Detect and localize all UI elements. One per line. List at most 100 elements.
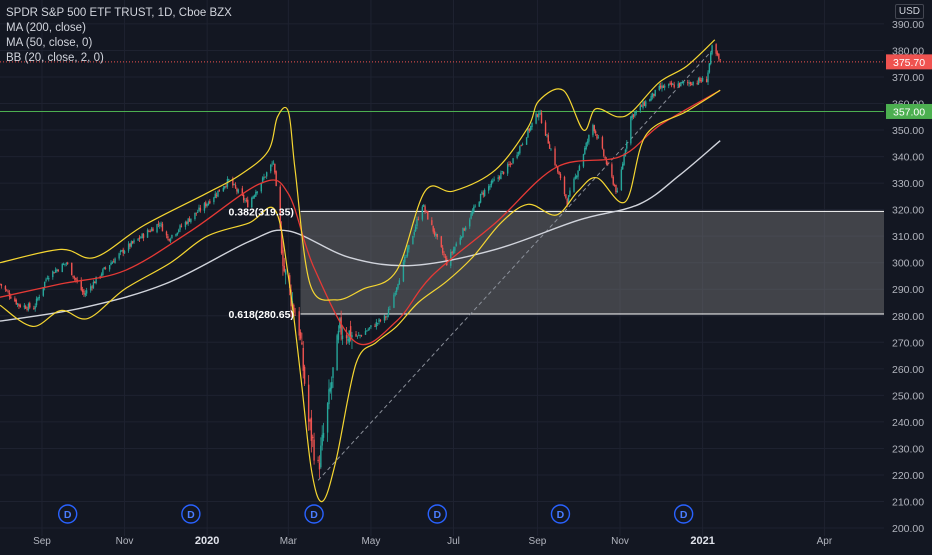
candle-body [394, 293, 396, 295]
candle-body [274, 163, 276, 173]
candle-body [322, 432, 325, 438]
time-tick-label: Apr [817, 536, 833, 547]
price-tick-label: 250.00 [892, 390, 924, 402]
candle-body [129, 243, 131, 247]
dividend-marker[interactable]: D [57, 504, 78, 524]
candle-body [184, 222, 187, 227]
candle-body [329, 387, 332, 392]
candle-body [569, 190, 571, 196]
candle-body [345, 335, 348, 339]
candle-body [670, 82, 673, 86]
candle-body [482, 192, 484, 195]
dividend-marker-label: D [187, 509, 195, 521]
candle-body [622, 163, 624, 170]
price-tick-label: 350.00 [892, 125, 924, 137]
dividend-marker-label: D [557, 509, 565, 521]
price-tick-label: 320.00 [892, 205, 924, 217]
candle-body [224, 186, 226, 188]
dividend-marker[interactable]: D [304, 504, 324, 524]
candle-body [692, 81, 694, 85]
time-tick-label: 2020 [195, 535, 219, 547]
dividend-marker[interactable]: D [427, 504, 447, 524]
candle-body [6, 290, 8, 292]
candle-body [398, 280, 401, 285]
candle-body [554, 148, 556, 166]
candle-body [443, 253, 445, 256]
dividend-marker-circle [181, 504, 201, 524]
candle-body [255, 191, 257, 197]
candle-body [29, 303, 31, 308]
candle-body [431, 220, 433, 226]
candle-body [462, 227, 464, 238]
candle-body [701, 77, 704, 82]
candle-body [517, 152, 520, 154]
candle-body [169, 239, 172, 242]
candle-body [613, 185, 616, 187]
candle-body [509, 163, 512, 165]
candle-body [492, 180, 494, 183]
dividend-marker[interactable]: D [673, 504, 694, 524]
candle-body [662, 86, 665, 88]
candle-body [110, 262, 112, 265]
candle-body [544, 122, 547, 136]
candle-body [436, 233, 438, 237]
candle-body [222, 187, 225, 192]
candle-body [501, 170, 503, 173]
candle-body [85, 290, 88, 294]
candle-body [406, 248, 409, 256]
candle-body [313, 439, 315, 461]
currency-label[interactable]: USD [894, 4, 924, 19]
candle-body [387, 309, 390, 315]
time-tick-label: Nov [116, 536, 134, 547]
candle-body [188, 218, 191, 222]
candle-body [547, 135, 549, 144]
candle-body [142, 234, 145, 239]
candle-body [332, 367, 334, 378]
candle-body [414, 226, 417, 232]
ma50-legend[interactable]: MA (50, close, 0) [6, 37, 93, 49]
candle-body [368, 327, 371, 329]
candle-body [567, 195, 570, 205]
candle-body [83, 290, 85, 295]
candle-body [634, 112, 636, 116]
candle-body [385, 316, 387, 318]
dividend-marker[interactable]: D [181, 504, 201, 524]
time-axis: Sep Nov 2020 Mar May Jul Sep Nov 2021 Apr [33, 535, 833, 547]
price-tick-label: 290.00 [892, 284, 924, 296]
bollinger-legend[interactable]: BB (20, close, 2, 0) [6, 52, 104, 64]
candle-body [651, 92, 654, 98]
candle-body [56, 269, 58, 272]
candle-body [539, 112, 541, 114]
candle-body [661, 85, 663, 89]
candle-body [261, 177, 264, 182]
candle-body [27, 303, 30, 310]
ma200-legend[interactable]: MA (200, close) [6, 22, 86, 34]
candle-body [597, 137, 600, 139]
candle-body [631, 114, 633, 118]
candle-body [242, 194, 245, 201]
fib-level-label: 0.382(319.35) [229, 206, 294, 218]
candle-body [133, 240, 135, 243]
candle-body [123, 250, 126, 254]
candle-body [531, 122, 533, 128]
candle-body [234, 184, 237, 188]
candle-body [326, 403, 329, 433]
candle-body [244, 200, 246, 202]
candle-body [408, 244, 410, 250]
dividend-marker[interactable]: D [550, 504, 571, 524]
candle-body [171, 234, 173, 239]
candle-body [669, 82, 671, 84]
candle-body [546, 134, 548, 136]
symbol-title[interactable]: SPDR S&P 500 ETF TRUST, 1D, Cboe BZX [6, 7, 232, 19]
candle-body [100, 274, 103, 276]
candle-body [417, 218, 420, 220]
candle-body [440, 236, 443, 248]
last-price-label: 375.70 [893, 57, 925, 69]
candle-body [283, 265, 285, 272]
candle-body [550, 149, 552, 151]
candle-body [99, 276, 101, 278]
candle-body [167, 236, 169, 239]
candle-body [349, 326, 352, 340]
